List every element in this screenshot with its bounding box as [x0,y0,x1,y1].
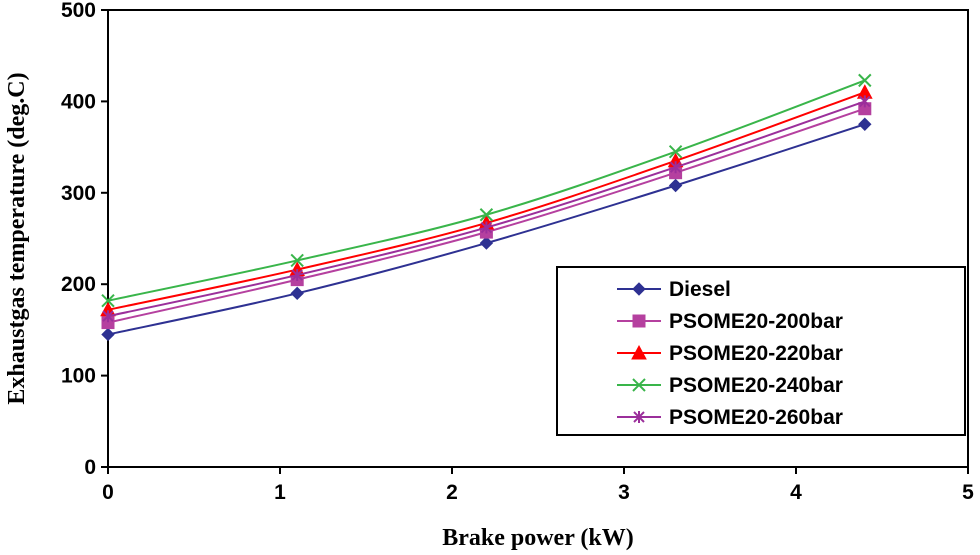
x-tick-label: 1 [274,481,286,504]
y-tick-label: 500 [61,0,96,22]
marker-shape [632,314,646,328]
marker-shape [290,253,304,268]
x-tick-label: 5 [962,481,974,504]
legend-label: PSOME20-200bar [669,310,843,333]
marker-shape [480,221,493,234]
data-point [858,117,872,131]
marker-shape [859,95,871,108]
data-point [101,293,115,308]
series-diesel [101,117,872,342]
legend-marker [631,344,647,360]
data-point [479,208,494,222]
data-point [668,178,683,193]
legend-marker [632,314,646,328]
y-tick-label: 0 [84,456,96,479]
data-point [479,236,494,250]
marker-shape [101,293,115,308]
x-tick-label: 0 [102,481,114,504]
marker-shape [858,117,872,131]
data-point [290,253,304,268]
marker-shape [291,269,303,282]
data-point [290,286,304,301]
marker-shape [668,144,683,159]
data-point [102,310,114,323]
y-tick-label: 100 [61,365,96,388]
marker-shape [101,327,115,342]
legend-item: Diesel [617,278,731,301]
marker-shape [290,286,304,301]
y-tick-label: 400 [61,90,96,113]
data-point [101,327,115,342]
x-tick-label: 4 [790,481,802,504]
marker-shape [631,344,647,360]
data-point [858,73,872,88]
legend-label: PSOME20-260bar [669,406,843,429]
y-axis-title: Exhaustgas temperature (deg.C) [4,72,30,404]
marker-shape [633,411,645,423]
x-axis-title: Brake power (kW) [442,525,634,551]
x-tick-label: 3 [618,481,630,504]
legend-label: PSOME20-220bar [669,342,843,365]
marker-shape [632,282,646,296]
legend-marker [633,411,645,423]
legend-item: PSOME20-240bar [617,374,843,397]
data-point [480,221,493,234]
plot-frame [107,9,969,468]
legend-marker [632,378,646,392]
marker-shape [479,236,494,250]
x-tick-label: 2 [446,481,458,504]
series-psome20-240bar [101,73,872,308]
legend-item: PSOME20-220bar [617,342,843,365]
data-point [668,144,683,159]
legend-label: PSOME20-240bar [669,374,843,397]
marker-shape [479,208,494,222]
marker-shape [669,161,682,174]
legend: Diesel PSOME20-200bar PSOME20-220bar PSOME2… [556,266,966,436]
series-layer [100,73,873,342]
legend-item: PSOME20-200bar [617,310,843,333]
legend-box [556,266,966,436]
marker-shape [668,178,683,193]
series-psome20-260bar [102,95,871,323]
y-tick-label: 200 [61,273,96,296]
legend-item: PSOME20-260bar [617,406,843,429]
y-tick-label: 300 [61,182,96,205]
marker-shape [632,378,646,392]
marker-shape [858,73,872,88]
marker-shape [102,310,114,323]
legend-marker [632,282,646,296]
data-point [669,161,682,174]
axes: 0 100 200 300 400 500 0 1 2 3 4 5 Brake power (kW) Ex… [4,0,974,551]
legend-label: Diesel [669,278,731,301]
data-point [291,269,303,282]
data-point [859,95,871,108]
